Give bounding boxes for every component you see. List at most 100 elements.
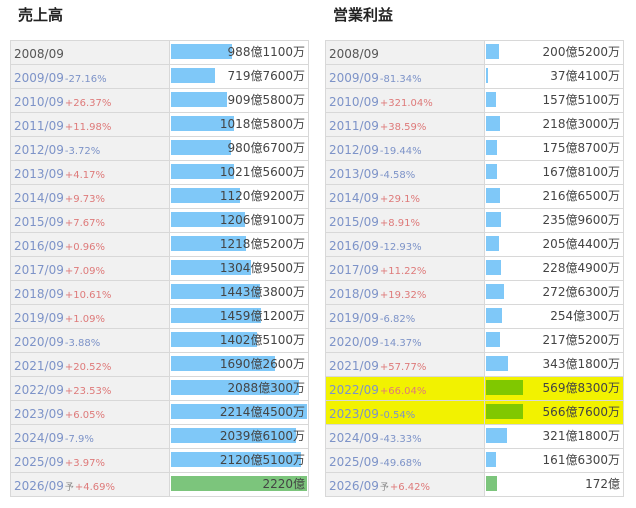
value-bar xyxy=(486,428,507,443)
year-label: 2019/09 xyxy=(14,311,64,325)
value-cell: 1402億5100万 xyxy=(169,328,309,353)
value-label: 2039億6100万 xyxy=(219,429,305,443)
year-cell: 2024/09-7.9% xyxy=(10,424,170,449)
year-label: 2013/09 xyxy=(14,167,64,181)
table-row: 2023/09-0.54% 566億7600万 xyxy=(325,400,624,425)
year-label: 2012/09 xyxy=(14,143,64,157)
change-percent: +9.73% xyxy=(64,194,106,205)
value-bar xyxy=(171,92,227,107)
value-label: 988億1100万 xyxy=(227,45,305,59)
table-row: 2026/09予+6.42% 172億 xyxy=(325,472,624,497)
year-cell: 2010/09+321.04% xyxy=(325,88,485,113)
value-bar xyxy=(486,476,497,491)
value-bar xyxy=(486,92,496,107)
change-percent: +7.67% xyxy=(64,218,106,229)
year-label: 2008/09 xyxy=(329,47,379,61)
change-percent: +26.37% xyxy=(64,98,112,109)
value-label: 1443億3800万 xyxy=(219,285,305,299)
year-cell: 2014/09+9.73% xyxy=(10,184,170,209)
value-cell: 235億9600万 xyxy=(484,208,624,233)
value-bar xyxy=(171,476,307,491)
value-bar xyxy=(171,308,261,323)
table-row: 2013/09+4.17% 1021億5600万 xyxy=(10,160,309,185)
year-label: 2017/09 xyxy=(14,263,64,277)
year-cell: 2019/09-6.82% xyxy=(325,304,485,329)
year-label: 2016/09 xyxy=(14,239,64,253)
value-cell: 157億5100万 xyxy=(484,88,624,113)
value-bar xyxy=(486,140,497,155)
change-percent: +20.52% xyxy=(64,362,112,373)
value-cell: 980億6700万 xyxy=(169,136,309,161)
table-row: 2017/09+7.09% 1304億9500万 xyxy=(10,256,309,281)
value-bar xyxy=(486,380,523,395)
change-percent: -4.58% xyxy=(379,170,416,181)
table-row: 2023/09+6.05% 2214億4500万 xyxy=(10,400,309,425)
year-cell: 2016/09-12.93% xyxy=(325,232,485,257)
value-label: 1690億2600万 xyxy=(219,357,305,371)
table-row: 2025/09+3.97% 2120億5100万 xyxy=(10,448,309,473)
change-percent: +4.17% xyxy=(64,170,106,181)
year-cell: 2010/09+26.37% xyxy=(10,88,170,113)
op-profit-title: 営業利益 xyxy=(333,6,394,24)
value-cell: 569億8300万 xyxy=(484,376,624,401)
value-bar xyxy=(171,116,234,131)
year-cell: 2008/09 xyxy=(10,40,170,65)
value-bar xyxy=(486,212,501,227)
year-label: 2008/09 xyxy=(14,47,64,61)
value-label: 2120億5100万 xyxy=(219,453,305,467)
change-percent: +11.22% xyxy=(379,266,427,277)
table-row: 2014/09+29.1% 216億6500万 xyxy=(325,184,624,209)
change-percent: +38.59% xyxy=(379,122,427,133)
year-label: 2009/09 xyxy=(329,71,379,85)
value-bar xyxy=(171,428,296,443)
year-cell: 2022/09+66.04% xyxy=(325,376,485,401)
value-bar xyxy=(171,164,234,179)
year-label: 2015/09 xyxy=(14,215,64,229)
change-percent: +23.53% xyxy=(64,386,112,397)
year-label: 2022/09 xyxy=(329,383,379,397)
change-percent: +29.1% xyxy=(379,194,421,205)
table-row: 2010/09+321.04% 157億5100万 xyxy=(325,88,624,113)
value-cell: 167億8100万 xyxy=(484,160,624,185)
year-label: 2018/09 xyxy=(14,287,64,301)
value-cell: 1206億9100万 xyxy=(169,208,309,233)
year-cell: 2026/09予+6.42% xyxy=(325,472,485,497)
value-bar xyxy=(486,236,499,251)
value-bar xyxy=(486,452,496,467)
year-cell: 2022/09+23.53% xyxy=(10,376,170,401)
value-cell: 175億8700万 xyxy=(484,136,624,161)
value-label: 1402億5100万 xyxy=(219,333,305,347)
value-label: 2088億300万 xyxy=(227,381,305,395)
year-cell: 2012/09-3.72% xyxy=(10,136,170,161)
year-cell: 2019/09+1.09% xyxy=(10,304,170,329)
table-row: 2013/09-4.58% 167億8100万 xyxy=(325,160,624,185)
change-percent: +7.09% xyxy=(64,266,106,277)
year-cell: 2020/09-14.37% xyxy=(325,328,485,353)
year-cell: 2017/09+7.09% xyxy=(10,256,170,281)
value-label: 235億9600万 xyxy=(542,213,620,227)
value-label: 2220億 xyxy=(262,477,305,491)
value-cell: 1018億5800万 xyxy=(169,112,309,137)
value-label: 205億4400万 xyxy=(542,237,620,251)
table-row: 2019/09-6.82% 254億300万 xyxy=(325,304,624,329)
value-cell: 1304億9500万 xyxy=(169,256,309,281)
year-label: 2011/09 xyxy=(14,119,64,133)
change-percent: +1.09% xyxy=(64,314,106,325)
value-label: 909億5800万 xyxy=(227,93,305,107)
change-percent: +66.04% xyxy=(379,386,427,397)
year-cell: 2009/09-81.34% xyxy=(325,64,485,89)
value-label: 167億8100万 xyxy=(542,165,620,179)
year-cell: 2021/09+57.77% xyxy=(325,352,485,377)
value-cell: 2039億6100万 xyxy=(169,424,309,449)
value-label: 1120億9200万 xyxy=(219,189,305,203)
value-label: 1206億9100万 xyxy=(219,213,305,227)
value-label: 719億7600万 xyxy=(227,69,305,83)
value-cell: 566億7600万 xyxy=(484,400,624,425)
change-percent: -81.34% xyxy=(379,74,422,85)
value-bar xyxy=(486,188,500,203)
value-bar xyxy=(171,188,240,203)
value-label: 161億6300万 xyxy=(542,453,620,467)
value-bar xyxy=(171,260,251,275)
sales-title: 売上高 xyxy=(18,6,64,24)
value-cell: 1218億5200万 xyxy=(169,232,309,257)
